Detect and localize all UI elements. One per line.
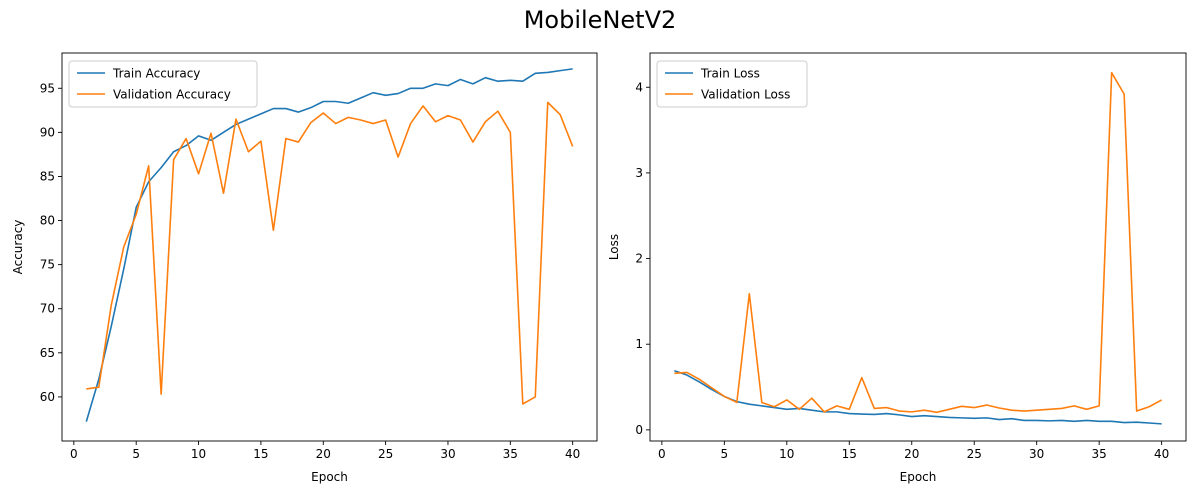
loss-y-axis-label: Loss bbox=[607, 234, 621, 260]
accuracy-y-tick-label: 65 bbox=[40, 346, 55, 360]
accuracy-y-tick-label: 60 bbox=[40, 390, 55, 404]
loss-axes: 0 5 10 15 20 25 30 35 40 0 1 2 3 4 Epoch Loss Train Loss… bbox=[607, 52, 1187, 484]
accuracy-x-tick-label: 25 bbox=[378, 447, 393, 461]
accuracy-plot-frame bbox=[61, 52, 598, 442]
accuracy-legend: Train Accuracy Validation Accuracy bbox=[68, 60, 258, 108]
accuracy-y-tick-label: 70 bbox=[40, 302, 55, 316]
loss-series-line-1 bbox=[674, 370, 1162, 425]
loss-x-tick-label: 0 bbox=[658, 447, 666, 461]
accuracy-y-tick-label: 80 bbox=[40, 214, 55, 228]
loss-legend: Train Loss Validation Loss bbox=[656, 60, 808, 108]
accuracy-series-line-2 bbox=[86, 101, 574, 405]
loss-series-line-2 bbox=[674, 71, 1163, 414]
loss-y-tick-label: 2 bbox=[635, 252, 643, 266]
accuracy-x-tick-label: 0 bbox=[70, 447, 78, 461]
accuracy-x-tick-label: 40 bbox=[565, 447, 580, 461]
loss-plot-frame bbox=[649, 52, 1187, 442]
loss-x-tick-label: 20 bbox=[904, 447, 919, 461]
figure-title: MobileNetV2 bbox=[523, 6, 677, 34]
loss-x-tick-label: 5 bbox=[721, 447, 729, 461]
accuracy-x-tick-label: 30 bbox=[440, 447, 455, 461]
loss-y-tick-label: 4 bbox=[635, 80, 643, 94]
accuracy-y-axis-label: Accuracy bbox=[11, 220, 25, 275]
accuracy-axes: 0 5 10 15 20 25 30 35 40 60 65 70 75 80 85 90 95 Epoch Acc… bbox=[11, 52, 598, 484]
loss-x-tick-label: 35 bbox=[1092, 447, 1107, 461]
accuracy-series-line-1 bbox=[85, 68, 573, 422]
accuracy-y-tick-label: 90 bbox=[40, 125, 55, 139]
loss-y-tick-label: 1 bbox=[635, 337, 643, 351]
loss-y-tick-label: 0 bbox=[635, 423, 643, 437]
accuracy-legend-label-2: Validation Accuracy bbox=[113, 88, 231, 102]
accuracy-legend-box bbox=[68, 60, 258, 108]
loss-legend-label-1: Train Loss bbox=[700, 67, 760, 81]
accuracy-x-tick-label: 20 bbox=[316, 447, 331, 461]
loss-legend-box bbox=[656, 60, 808, 108]
accuracy-y-tick-label: 75 bbox=[40, 258, 55, 272]
loss-x-tick-label: 10 bbox=[779, 447, 794, 461]
accuracy-y-tick-label: 85 bbox=[40, 169, 55, 183]
loss-x-tick-label: 40 bbox=[1154, 447, 1169, 461]
loss-x-axis-label: Epoch bbox=[900, 470, 937, 484]
loss-legend-label-2: Validation Loss bbox=[701, 88, 790, 102]
accuracy-x-axis-label: Epoch bbox=[311, 470, 348, 484]
accuracy-x-tick-label: 35 bbox=[503, 447, 518, 461]
loss-x-tick-label: 15 bbox=[842, 447, 857, 461]
accuracy-y-tick-label: 95 bbox=[40, 81, 55, 95]
loss-x-tick-label: 30 bbox=[1029, 447, 1044, 461]
accuracy-x-tick-label: 5 bbox=[132, 447, 140, 461]
accuracy-legend-label-1: Train Accuracy bbox=[112, 67, 200, 81]
loss-y-tick-label: 3 bbox=[635, 166, 643, 180]
loss-x-tick-label: 25 bbox=[967, 447, 982, 461]
accuracy-x-tick-label: 15 bbox=[253, 447, 268, 461]
accuracy-x-tick-label: 10 bbox=[191, 447, 206, 461]
